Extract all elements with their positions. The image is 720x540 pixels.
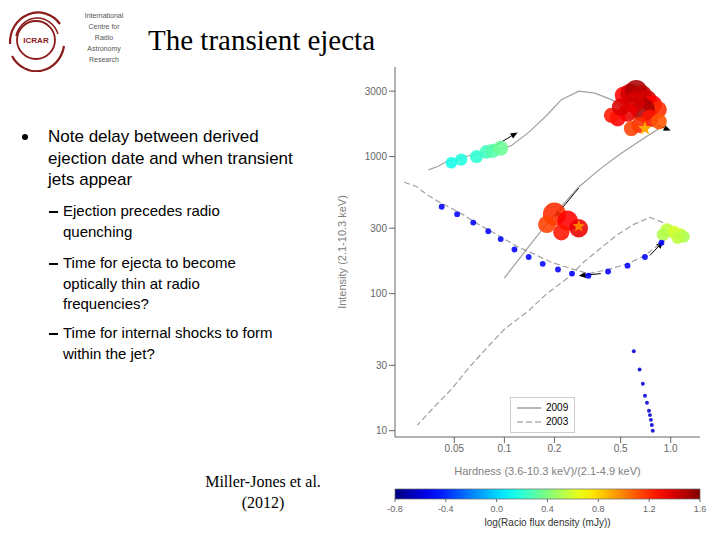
html-text:Time for internal shocks to fo: Time for internal shocks to form — [63, 324, 273, 341]
svg-text:0.4: 0.4 — [541, 504, 554, 514]
html-text:Note delay between derived: Note delay between derived — [48, 127, 259, 146]
svg-text:Radio: Radio — [95, 34, 113, 41]
html-text:ejection date and when transie: ejection date and when transient — [48, 148, 293, 168]
svg-text:International: International — [85, 12, 124, 19]
svg-text:Intensity (2.1-10.3 keV): Intensity (2.1-10.3 keV) — [336, 195, 348, 309]
html-text:quenching: quenching — [63, 222, 133, 240]
svg-text:Hardness (3.6-10.3 keV)/(2.1-4: Hardness (3.6-10.3 keV)/(2.1-4.9 keV) — [454, 465, 640, 477]
html-text:jets appear: jets appear — [48, 170, 133, 189]
html-text:Miller-Jones et al.: Miller-Jones et al. — [205, 473, 321, 490]
html-text:Time for ejecta to become: Time for ejecta to become — [63, 254, 236, 271]
svg-text:ICRAR: ICRAR — [23, 36, 49, 45]
svg-text:10: 10 — [376, 425, 388, 436]
svg-text:3000: 3000 — [365, 86, 388, 97]
html-text:Ejection precedes radio: Ejection precedes radio — [63, 202, 220, 219]
svg-text:-0.4: -0.4 — [438, 504, 454, 514]
svg-text:100: 100 — [370, 288, 387, 299]
svg-text:Astronomy: Astronomy — [87, 45, 121, 53]
svg-text:1000: 1000 — [365, 151, 388, 162]
html-text:(2012): (2012) — [241, 494, 285, 511]
html-text:within the jet?: within the jet? — [63, 344, 155, 362]
svg-text:log(Racio flux density (mJy)): log(Racio flux density (mJy)) — [484, 517, 610, 528]
svg-text:0.1: 0.1 — [497, 443, 511, 454]
svg-text:1.0: 1.0 — [664, 443, 678, 454]
html-text:The transient ejecta: The transient ejecta — [148, 24, 375, 56]
svg-text:0.8: 0.8 — [592, 504, 605, 514]
svg-text:30: 30 — [376, 360, 388, 371]
svg-text:-0.8: -0.8 — [387, 504, 403, 514]
svg-text:0.05: 0.05 — [445, 443, 465, 454]
svg-text:0.2: 0.2 — [547, 443, 561, 454]
html-text:frequencies?: frequencies? — [63, 295, 149, 312]
svg-text:0.5: 0.5 — [614, 443, 628, 454]
svg-text:300: 300 — [370, 223, 387, 234]
html-text:optically thin at radio: optically thin at radio — [63, 274, 200, 292]
svg-text:Centre for: Centre for — [88, 23, 120, 30]
svg-text:0.0: 0.0 — [490, 504, 503, 514]
svg-text:1.2: 1.2 — [643, 504, 656, 514]
svg-text:Research: Research — [89, 56, 119, 63]
svg-text:1.6: 1.6 — [694, 504, 707, 514]
html-text:2009: 2009 — [546, 402, 569, 413]
html-text:2003: 2003 — [546, 416, 569, 427]
